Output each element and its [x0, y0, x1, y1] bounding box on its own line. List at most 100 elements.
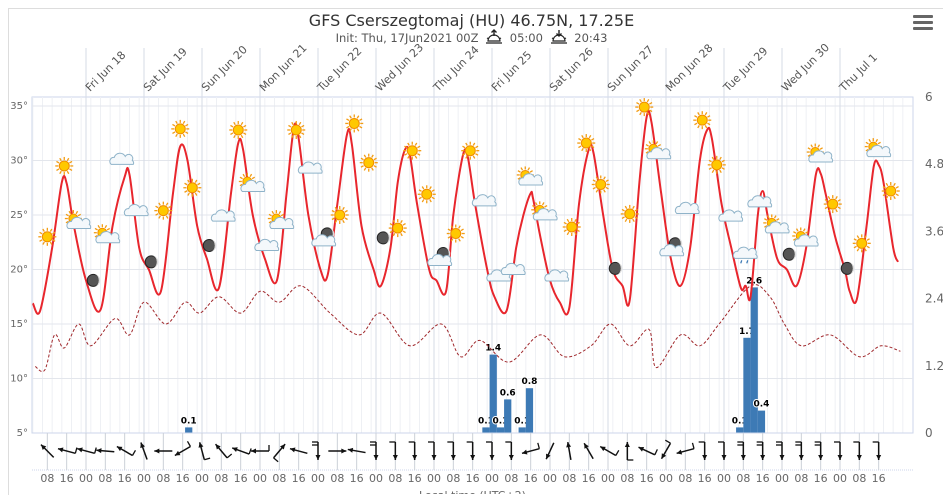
time-tick-label: 08 [214, 472, 228, 485]
sun-ray [175, 133, 178, 138]
wind-head [289, 447, 296, 453]
sun-ray [346, 125, 350, 129]
cloud-shape [66, 216, 92, 230]
sun-ray [331, 217, 335, 221]
sun-ray [280, 213, 285, 217]
hamburger-menu-icon[interactable] [913, 15, 933, 31]
sun-ray [592, 186, 596, 190]
sun-ray [301, 124, 305, 128]
wind-head [198, 442, 204, 448]
sun-ray [400, 219, 403, 224]
sun-cloud-icon [644, 140, 672, 160]
sun-ray [805, 231, 809, 234]
wind-arrow [231, 447, 252, 455]
sun-ray [97, 225, 101, 229]
sun-ray [817, 144, 821, 148]
day-label: Wed Jun 30 [779, 41, 832, 94]
time-tick-label: 08 [156, 472, 170, 485]
day-label: Fri Jun 25 [489, 49, 534, 94]
wind-head [489, 455, 495, 460]
sun-icon [388, 219, 407, 238]
sun-ray [835, 208, 838, 213]
sun-disc [348, 117, 360, 129]
cloud-shape [210, 209, 236, 222]
wind-head [392, 455, 398, 460]
sun-ray [363, 167, 367, 171]
sun-ray [636, 109, 640, 113]
wind-head [638, 447, 645, 452]
sun-disc [595, 178, 607, 190]
time-tick-label: 08 [40, 472, 54, 485]
sun-ray [49, 228, 53, 232]
moon-cloud-icon [659, 237, 685, 257]
sun-ray [632, 218, 635, 223]
sun-ray [69, 160, 73, 164]
sun-ray [421, 199, 425, 203]
sun-ray [342, 219, 345, 224]
sun-ray [431, 196, 435, 200]
wind-barb [204, 457, 211, 461]
sun-ray [233, 134, 236, 139]
wind-barb [273, 457, 279, 463]
sun-ray [793, 231, 797, 234]
sun-icon [852, 234, 871, 253]
cloud-shape [674, 201, 700, 214]
time-tick-label: 00 [833, 472, 847, 485]
rain-cloud-icon [732, 246, 758, 264]
cloud-shape [254, 238, 280, 252]
sun-disc [174, 123, 186, 135]
wind-head [215, 444, 221, 450]
sun-ray [694, 115, 698, 118]
wind-head [315, 455, 321, 460]
time-tick-label: 16 [756, 472, 770, 485]
sun-ray [77, 213, 82, 217]
sun-ray [349, 128, 352, 132]
sun-ray [517, 177, 521, 180]
sun-ray [447, 235, 451, 239]
moon-disc [782, 247, 796, 261]
sun-disc [566, 221, 578, 233]
sun-ray [42, 228, 45, 232]
time-tick-label: 00 [659, 472, 673, 485]
moon-cloud-icon [311, 227, 337, 247]
sun-ray [458, 225, 461, 229]
wind-head [40, 444, 47, 450]
sun-ray [719, 156, 722, 160]
sun-ray [349, 115, 352, 119]
time-tick-label: 16 [872, 472, 886, 485]
wind-head [412, 455, 418, 460]
wind-head [77, 447, 83, 453]
cloud-shape [471, 194, 497, 207]
sun-ray [187, 192, 190, 196]
sun-ray [182, 133, 186, 138]
sun-ray [168, 205, 172, 209]
sun-ray [657, 143, 662, 147]
sun-ray [106, 227, 111, 231]
sun-ray [291, 134, 294, 139]
time-tick-label: 08 [794, 472, 808, 485]
wind-arrow [40, 444, 55, 458]
cloud-shape [732, 246, 758, 259]
wind-arrow [447, 441, 456, 460]
sun-ray [472, 142, 476, 146]
sun-ray [711, 169, 715, 173]
sun-disc [186, 182, 198, 194]
sun-icon [693, 111, 712, 130]
wind-arrow [116, 445, 137, 457]
sun-ray [807, 147, 811, 150]
y-tick-label: 35° [10, 101, 28, 112]
sun-ray [59, 170, 62, 175]
sun-ray [639, 111, 642, 116]
precipitation-bar [496, 427, 505, 433]
wind-arrow [676, 442, 695, 455]
sunrise-time: 05:00 [509, 31, 543, 45]
day-label: Sun Jun 27 [605, 43, 656, 94]
sun-ray [893, 182, 896, 187]
sun-disc [464, 145, 476, 157]
sun-ray [175, 120, 178, 125]
time-tick-label: 16 [350, 472, 364, 485]
sun-ray [885, 182, 889, 187]
y-tick-label: 30° [10, 156, 28, 167]
wind-arrow [347, 447, 366, 454]
sun-ray [360, 165, 364, 168]
